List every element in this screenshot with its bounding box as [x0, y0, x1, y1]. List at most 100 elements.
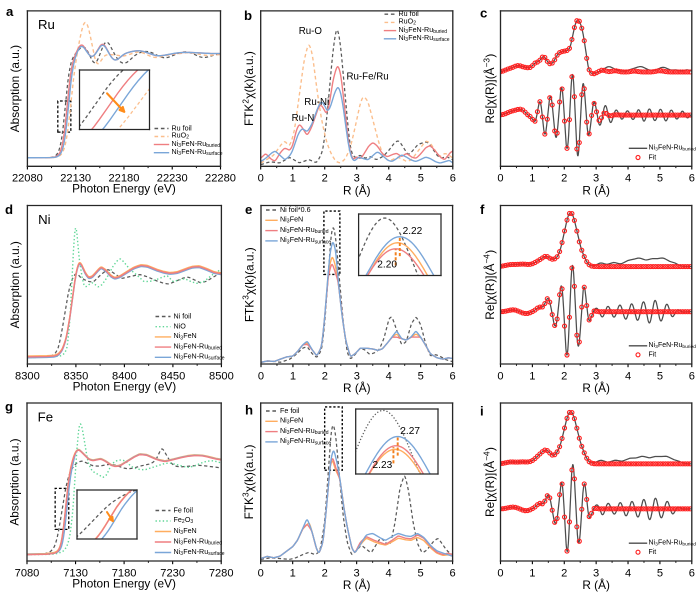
- svg-text:4: 4: [625, 370, 631, 382]
- svg-text:22080: 22080: [12, 173, 43, 185]
- svg-text:6: 6: [450, 173, 456, 185]
- svg-text:8400: 8400: [112, 370, 137, 382]
- svg-text:N i F e: N i F e N - R u 3 b u r i e d: [174, 328, 226, 354]
- svg-text:N i F e: N i F e N - R u 3 b u r i e d: [399, 12, 451, 38]
- svg-text:N i F e: N i F e N - R u 3 s u r f a c e: [174, 339, 228, 365]
- svg-text:d: d: [5, 202, 13, 217]
- svg-text:Photon Energy (eV): Photon Energy (eV): [72, 182, 176, 196]
- svg-text:R e [ χ: R e [ χ ( R ) ] ( Å ) − 4: [470, 244, 500, 320]
- svg-text:R e [ χ: R e [ χ ( R ) ] ( Å ) − 3: [470, 48, 500, 124]
- svg-text:5: 5: [657, 567, 663, 579]
- svg-text:0: 0: [497, 567, 503, 579]
- svg-text:R (Å): R (Å): [582, 381, 610, 395]
- svg-text:1: 1: [290, 370, 296, 382]
- svg-text:N i F e: N i F e N - R u 3 b u r i e d: [649, 327, 700, 353]
- svg-text:7180: 7180: [112, 567, 137, 579]
- svg-text:N i F e: N i F e N - R u 3 b u r i e d: [649, 524, 700, 550]
- svg-text:2: 2: [561, 173, 567, 185]
- svg-text:Ru-N: Ru-N: [292, 113, 315, 124]
- svg-text:3: 3: [593, 370, 599, 382]
- svg-text:b: b: [244, 8, 252, 23]
- svg-text:7280: 7280: [209, 567, 234, 579]
- svg-text:7080: 7080: [15, 567, 40, 579]
- svg-text:0: 0: [258, 567, 264, 579]
- svg-text:6: 6: [689, 567, 695, 579]
- svg-text:N i F e: N i F e N - R u 3 b u r i e d: [174, 523, 226, 549]
- svg-text:Absorption (a.u.): Absorption (a.u.): [8, 438, 22, 525]
- svg-text:Fe foil: Fe foil: [173, 506, 193, 514]
- svg-text:Ru foil: Ru foil: [172, 124, 193, 132]
- svg-text:7130: 7130: [63, 567, 88, 579]
- svg-text:6: 6: [689, 370, 695, 382]
- svg-text:R (Å): R (Å): [582, 183, 610, 197]
- svg-text:8450: 8450: [161, 370, 186, 382]
- svg-text:R e [ χ: R e [ χ ( R ) ] ( Å ) − 4: [470, 441, 500, 517]
- svg-text:N i F e: N i F e N - R u 3 s u r f a c e: [174, 534, 228, 560]
- svg-text:3: 3: [593, 173, 599, 185]
- svg-text:Ru: Ru: [38, 17, 55, 32]
- svg-text:Photon Energy (eV): Photon Energy (eV): [72, 576, 176, 590]
- svg-text:7230: 7230: [160, 567, 185, 579]
- svg-text:e: e: [245, 202, 252, 217]
- svg-text:5: 5: [418, 173, 424, 185]
- svg-text:2.20: 2.20: [377, 259, 397, 270]
- svg-text:Fe: Fe: [38, 409, 53, 424]
- svg-text:i: i: [480, 404, 484, 419]
- svg-text:6: 6: [450, 370, 456, 382]
- svg-text:g: g: [5, 399, 13, 414]
- svg-text:6: 6: [450, 567, 456, 579]
- svg-text:5: 5: [657, 370, 663, 382]
- svg-text:0: 0: [258, 173, 264, 185]
- svg-text:c: c: [480, 6, 487, 21]
- svg-text:0: 0: [258, 370, 264, 382]
- svg-text:2: 2: [322, 173, 328, 185]
- svg-text:N i F e: N i F e N 3: [174, 513, 203, 538]
- svg-text:N i F e: N i F e N 3: [280, 202, 309, 227]
- svg-text:8500: 8500: [209, 370, 234, 382]
- svg-text:Ni foil: Ni foil: [173, 312, 191, 320]
- svg-text:R (Å): R (Å): [343, 578, 371, 592]
- svg-text:N i F e: N i F e N - R u 3 b u r i e d: [172, 126, 224, 152]
- svg-text:1: 1: [290, 173, 296, 185]
- svg-text:N i F e: N i F e N 3: [280, 403, 309, 428]
- svg-text:N i F e: N i F e N - R u 3 b u r i e d: [280, 212, 332, 238]
- svg-text:2: 2: [561, 567, 567, 579]
- svg-text:R u O 2: R u O 2: [172, 118, 193, 143]
- svg-text:F e O 2: F e O 2 3: [174, 502, 197, 528]
- svg-text:R (Å): R (Å): [343, 183, 371, 197]
- svg-text:F T K χ: F T K χ ( k ) ( a . u . ) 3: [233, 438, 258, 519]
- svg-text:R u O 2: R u O 2: [399, 4, 420, 29]
- svg-text:2: 2: [561, 370, 567, 382]
- svg-text:4: 4: [386, 173, 392, 185]
- svg-text:F T K χ: F T K χ ( k ) ( a . u . ) 3: [233, 241, 258, 322]
- svg-text:4: 4: [625, 567, 631, 579]
- svg-text:22130: 22130: [60, 173, 91, 185]
- svg-text:a: a: [6, 4, 14, 19]
- svg-text:N i F e: N i F e N - R u 3 s u r f a c e: [280, 423, 334, 449]
- svg-text:1: 1: [529, 567, 535, 579]
- svg-text:3: 3: [593, 567, 599, 579]
- svg-text:R (Å): R (Å): [582, 578, 610, 592]
- svg-text:Ru foil: Ru foil: [399, 10, 420, 18]
- svg-text:1: 1: [290, 567, 296, 579]
- svg-text:Ni foil*0.6: Ni foil*0.6: [280, 206, 311, 214]
- svg-text:1: 1: [529, 173, 535, 185]
- svg-text:N i F e: N i F e N - R u 3 s u r f a c e: [172, 134, 226, 160]
- svg-text:6: 6: [689, 173, 695, 185]
- svg-text:Ru-Ni: Ru-Ni: [304, 97, 329, 108]
- svg-text:0: 0: [497, 173, 503, 185]
- svg-text:N i F e: N i F e N - R u 3 b u r i e d: [280, 413, 332, 439]
- svg-text:Fit: Fit: [649, 154, 657, 161]
- svg-text:22280: 22280: [205, 173, 236, 185]
- svg-text:Fe foil: Fe foil: [280, 407, 300, 415]
- svg-text:f: f: [480, 202, 485, 217]
- svg-text:Fit: Fit: [649, 352, 657, 359]
- svg-text:Photon Energy (eV): Photon Energy (eV): [73, 379, 177, 393]
- svg-text:Absorption (a.u.): Absorption (a.u.): [8, 45, 22, 132]
- svg-text:2.27: 2.27: [400, 426, 420, 437]
- svg-text:h: h: [245, 403, 253, 418]
- svg-text:Fit: Fit: [649, 549, 657, 556]
- svg-text:Ni: Ni: [38, 212, 51, 227]
- svg-text:0: 0: [497, 370, 503, 382]
- svg-text:NiO: NiO: [173, 323, 186, 331]
